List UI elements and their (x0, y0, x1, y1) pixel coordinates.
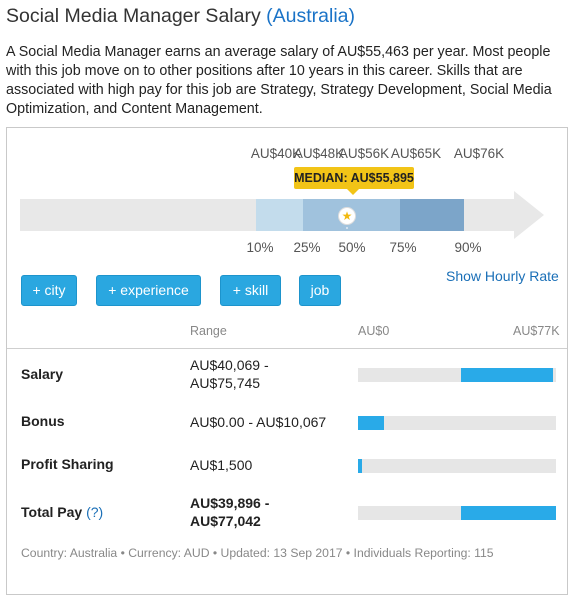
add-experience-button[interactable]: + experience (96, 275, 201, 306)
total-pay-label-text: Total Pay (21, 504, 83, 520)
salary-bar-track (358, 368, 556, 382)
salary-label-p50: AU$56K (338, 146, 390, 161)
percentile-10: 10% (246, 240, 274, 255)
total-pay-range-line2: AU$77,042 (190, 513, 261, 529)
profit-sharing-range: AU$1,500 (190, 457, 253, 473)
distribution-arrow (20, 191, 544, 239)
salary-range-line2: AU$75,745 (190, 375, 261, 391)
location-link[interactable]: (Australia) (266, 5, 355, 27)
percentile-90: 90% (454, 240, 482, 255)
salary-label-p90: AU$76K (453, 146, 505, 161)
scale-min-label: AU$0 (358, 324, 390, 338)
total-pay-label: Total Pay (?) (21, 504, 103, 520)
footer-metadata: Country: Australia • Currency: AUD • Upd… (21, 546, 494, 560)
salary-bar-fill (461, 368, 553, 382)
profit-sharing-bar-track (358, 459, 556, 473)
salary-range-line1: AU$40,069 - (190, 357, 269, 373)
table-divider (7, 348, 567, 349)
add-skill-button[interactable]: + skill (220, 275, 281, 306)
total-pay-bar-fill (460, 506, 556, 520)
salary-label: Salary (21, 366, 64, 382)
median-star-icon: ★ (338, 207, 356, 225)
scale-max-label: AU$77K (513, 324, 560, 338)
salary-range: AU$40,069 - AU$75,745 (190, 356, 269, 392)
range-header: Range (190, 324, 227, 338)
profit-sharing-label: Profit Sharing (21, 456, 114, 472)
total-pay-range: AU$39,896 - AU$77,042 (190, 494, 269, 530)
job-button[interactable]: job (299, 275, 341, 306)
profit-sharing-bar-fill (358, 459, 362, 473)
band-p75-p90 (400, 199, 464, 231)
percentile-50: 50% (338, 240, 366, 255)
bonus-bar-fill (358, 416, 384, 430)
salary-card: AU$40K AU$48K AU$56K AU$65K AU$76K MEDIA… (6, 127, 568, 595)
bonus-label: Bonus (21, 413, 65, 429)
salary-label-p25: AU$48K (293, 146, 345, 161)
total-pay-range-line1: AU$39,896 - (190, 495, 270, 511)
salary-label-p75: AU$65K (390, 146, 442, 161)
show-hourly-rate-link[interactable]: Show Hourly Rate (446, 268, 559, 284)
bonus-bar-track (358, 416, 556, 430)
band-p10-p25 (256, 199, 303, 231)
total-pay-help-link[interactable]: (?) (86, 504, 104, 520)
percentile-25: 25% (293, 240, 321, 255)
intro-paragraph: A Social Media Manager earns an average … (6, 44, 552, 117)
page-title-main: Social Media Manager Salary (6, 5, 261, 27)
bonus-range: AU$0.00 - AU$10,067 (190, 414, 327, 430)
page-title: Social Media Manager Salary (Australia) (6, 5, 355, 28)
percentile-75: 75% (389, 240, 417, 255)
add-city-button[interactable]: + city (21, 275, 77, 306)
total-pay-bar-track (358, 506, 556, 520)
median-badge: MEDIAN: AU$55,895 (294, 167, 414, 195)
salary-label-p10: AU$40K (250, 146, 302, 161)
